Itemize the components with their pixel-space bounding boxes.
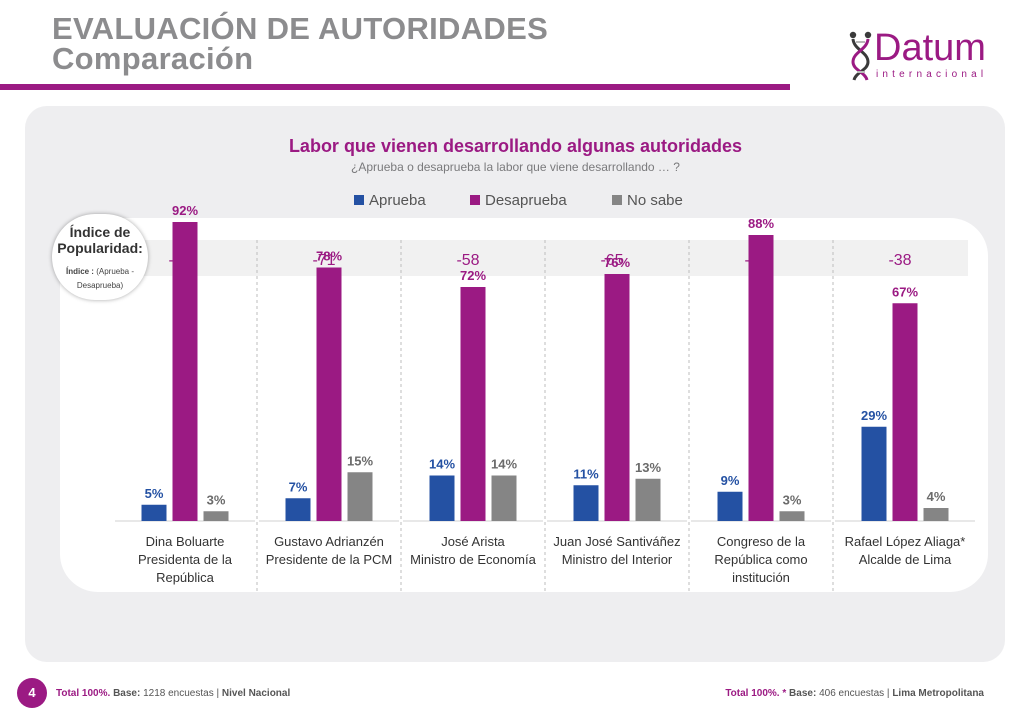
bar-value-label: 9% bbox=[721, 473, 740, 488]
footer-left-scope: Nivel Nacional bbox=[221, 688, 291, 699]
bar-aprueba bbox=[141, 504, 167, 521]
bar-value-label: 3% bbox=[207, 492, 226, 507]
footer-right-total: Total 100%. * bbox=[725, 688, 787, 699]
bar-value-label: 3% bbox=[783, 492, 802, 507]
footer-left: Total 100%. Base: 1218 encuestas | Nivel… bbox=[56, 688, 290, 699]
bar-value-label: 29% bbox=[861, 408, 887, 423]
legend-label-desaprueba: Desaprueba bbox=[485, 192, 567, 209]
badge-note-text: (Aprueba - Desaprueba) bbox=[76, 267, 135, 290]
category-label: Presidenta de la bbox=[138, 552, 233, 567]
bar-value-label: 92% bbox=[172, 203, 198, 218]
chart-subtitle: ¿Aprueba o desaprueba la labor que viene… bbox=[351, 160, 680, 174]
page-number: 4 bbox=[17, 678, 47, 708]
category-label: Alcalde de Lima bbox=[859, 552, 952, 567]
category-label: República bbox=[156, 570, 215, 585]
footer-left-separator: | bbox=[216, 688, 220, 699]
category-label: Presidente de la PCM bbox=[266, 552, 392, 567]
footer-right-separator: | bbox=[886, 688, 890, 699]
category-label: Ministro del Interior bbox=[562, 552, 673, 567]
bar-value-label: 88% bbox=[748, 216, 774, 231]
bar-aprueba bbox=[573, 485, 599, 521]
page-title-line2: Comparación bbox=[52, 41, 254, 76]
footer-left-total: Total 100%. bbox=[56, 688, 111, 699]
legend-swatch-desaprueba bbox=[470, 195, 480, 205]
dna-icon bbox=[849, 31, 872, 81]
popularity-index-value: -58 bbox=[456, 252, 479, 269]
popularity-index-badge: Índice de Popularidad: Índice : (Aprueba… bbox=[52, 214, 148, 300]
legend-item-desaprueba: Desaprueba bbox=[470, 192, 567, 209]
bar-desaprueba bbox=[892, 303, 918, 521]
logo-name: Datum bbox=[874, 27, 986, 69]
bar-no-sabe bbox=[923, 508, 949, 521]
bar-value-label: 14% bbox=[429, 457, 455, 472]
chart-title: Labor que vienen desarrollando algunas a… bbox=[288, 136, 743, 156]
category-label: Rafael López Aliaga* bbox=[845, 534, 966, 549]
bar-value-label: 5% bbox=[145, 486, 164, 501]
bar-aprueba bbox=[717, 491, 743, 521]
badge-title: Índice de Popularidad: bbox=[57, 224, 143, 256]
category-label: José Arista bbox=[441, 534, 505, 549]
footer-left-base-label: Base: bbox=[113, 688, 141, 699]
bar-no-sabe bbox=[203, 511, 229, 521]
legend-label-no-sabe: No sabe bbox=[627, 192, 683, 209]
popularity-index-value: -38 bbox=[888, 252, 911, 269]
legend-swatch-aprueba bbox=[354, 195, 364, 205]
bar-aprueba bbox=[861, 426, 887, 521]
bar-value-label: 72% bbox=[460, 268, 486, 283]
category-label: institución bbox=[732, 570, 790, 585]
popularity-index-value: -71 bbox=[312, 252, 335, 269]
bar-desaprueba bbox=[604, 274, 630, 521]
logo-subtitle: internacional bbox=[876, 69, 988, 80]
page-title: EVALUACIÓN DE AUTORIDADES Comparación bbox=[52, 11, 549, 76]
badge-note-bold: Índice : bbox=[65, 267, 94, 276]
legend-swatch-no-sabe bbox=[612, 195, 622, 205]
category-label: Dina Boluarte bbox=[146, 534, 225, 549]
bar-no-sabe bbox=[347, 472, 373, 521]
bar-value-label: 15% bbox=[347, 453, 373, 468]
legend-label-aprueba: Aprueba bbox=[369, 192, 426, 209]
footer-right-base-value: 406 encuestas bbox=[819, 688, 885, 699]
bar-no-sabe bbox=[635, 478, 661, 521]
bar-no-sabe bbox=[779, 511, 805, 521]
bar-aprueba bbox=[285, 498, 311, 521]
legend-item-no-sabe: No sabe bbox=[612, 192, 683, 209]
bar-desaprueba bbox=[172, 222, 198, 521]
legend-item-aprueba: Aprueba bbox=[354, 192, 426, 209]
bar-value-label: 67% bbox=[892, 284, 918, 299]
bar-value-label: 4% bbox=[927, 489, 946, 504]
category-label: Gustavo Adrianzén bbox=[274, 534, 384, 549]
page-title-line1: EVALUACIÓN DE AUTORIDADES bbox=[52, 11, 549, 46]
index-band bbox=[110, 240, 968, 276]
bar-value-label: 14% bbox=[491, 457, 517, 472]
footer-right: Total 100%. * Base: 406 encuestas | Lima… bbox=[725, 688, 984, 699]
footer-right-base-label: Base: bbox=[789, 688, 817, 699]
footer-right-scope: Lima Metropolitana bbox=[892, 688, 984, 699]
bar-value-label: 13% bbox=[635, 460, 661, 475]
category-label: República como bbox=[714, 552, 807, 567]
bar-value-label: 78% bbox=[316, 249, 342, 264]
bar-value-label: 11% bbox=[573, 466, 599, 481]
bar-no-sabe bbox=[491, 475, 517, 521]
bar-value-label: 76% bbox=[604, 255, 630, 270]
category-label: Ministro de Economía bbox=[410, 552, 536, 567]
category-label: Juan José Santiváñez bbox=[553, 534, 680, 549]
category-label: Congreso de la bbox=[717, 534, 806, 549]
chart-legend: Aprueba Desaprueba No sabe bbox=[0, 192, 1031, 212]
bar-value-label: 7% bbox=[289, 479, 308, 494]
footer-left-base-value: 1218 encuestas bbox=[143, 688, 214, 699]
datum-logo: Datum internacional bbox=[846, 26, 1011, 86]
bar-aprueba bbox=[429, 475, 455, 521]
bar-desaprueba bbox=[460, 287, 486, 521]
bar-desaprueba bbox=[316, 267, 342, 521]
badge-note: Índice : (Aprueba - Desaprueba) bbox=[56, 265, 144, 293]
popularity-index-value: -65 bbox=[600, 252, 623, 269]
bar-desaprueba bbox=[748, 235, 774, 521]
header-accent-bar bbox=[0, 84, 790, 90]
